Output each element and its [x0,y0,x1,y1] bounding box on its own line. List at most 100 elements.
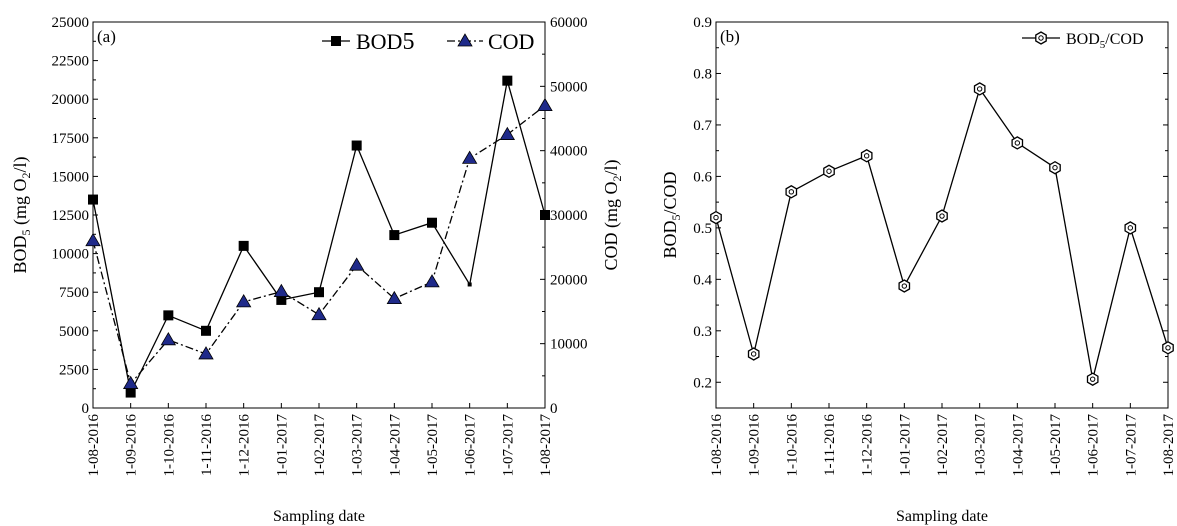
left-tick-label: 15000 [52,169,90,185]
series-1-marker [461,150,478,164]
right-tick-label: 20000 [550,272,588,288]
ylabel-end: /COD [660,171,680,214]
x-tick-label: 1-05-2017 [1048,414,1064,477]
legend-marker-bod [331,36,341,46]
series-0-marker [201,325,211,336]
x-tick-label: 1-04-2017 [1010,414,1026,477]
x-tick-label: 1-03-2017 [350,414,366,477]
left-tick-label: 20000 [52,92,90,108]
x-tick-label: 1-10-2016 [784,414,800,477]
series-0-marker [314,287,324,298]
ylabel-right-base: COD (mg O [601,182,622,271]
y-tick-label: 0.5 [693,221,712,237]
series-0-marker-center [1014,140,1021,146]
x-tick-label: 1-05-2017 [425,414,441,477]
left-tick-label: 12500 [52,208,90,224]
y-tick-label: 0.6 [693,169,712,185]
legend-label-bod: BOD5 [356,29,414,55]
series-0-marker [1086,372,1099,386]
series-0-marker [389,230,400,241]
series-1-marker [85,232,101,247]
panel-label: (b) [720,27,740,46]
x-tick-label: 1-06-2017 [463,414,479,477]
series-0-marker [1124,221,1137,235]
x-tick-label: 1-07-2017 [1123,414,1139,477]
x-tick-label: 1-08-2017 [1161,414,1177,477]
x-tick-label: 1-08-2016 [86,414,102,477]
series-line-0 [715,87,1169,380]
right-tick-label: 50000 [550,79,588,95]
panel-label: (a) [97,27,116,46]
x-tick-label: 1-12-2016 [237,414,253,477]
y-tick-label: 0.4 [693,272,712,288]
left-tick-label: 25000 [52,15,90,31]
series-0-marker [1049,160,1061,175]
series-1-marker [122,375,139,389]
x-tick-label: 1-11-2016 [199,414,215,476]
legend-label: BOD5/COD [1066,31,1144,51]
series-1-marker [273,283,290,297]
series-0-marker-center [788,189,795,195]
series-1-marker [311,306,327,321]
legend: BOD5 COD [322,29,534,55]
right-tick-label: 40000 [550,144,588,160]
x-tick-label: 1-01-2017 [897,414,913,477]
left-tick-label: 17500 [52,131,90,147]
series-0-marker-center [1127,225,1134,231]
series-0-marker [823,164,835,179]
series-0-marker [125,387,136,398]
series-1-marker [537,97,553,112]
series-0-marker [1011,136,1024,150]
x-tick-label: 1-06-2017 [1086,414,1102,477]
x-tick-label: 1-11-2016 [822,414,838,476]
left-tick-label: 5000 [59,324,89,340]
left-tick-label: 10000 [52,247,90,263]
series-0-marker-center [1052,164,1058,171]
series-1-marker [348,257,365,271]
panel-b-chart: 0.2 0.3 0.4 0.5 0.6 0.7 0.8 0.9 1-08-2016 1-09-20… [660,15,1177,525]
left-tick-label: 2500 [59,362,89,378]
y-tick-label: 0.3 [693,324,712,340]
ylabel-sub2: 2 [19,172,33,178]
y-axis-label: BOD5/COD [660,171,683,258]
legend-sub: 5 [1100,39,1106,51]
ylabel-base: BOD [10,235,30,273]
legend-marker [1035,31,1047,45]
series-0-marker [710,210,722,225]
series-0-marker [747,347,760,361]
series-0-marker [427,217,437,228]
series-0-marker-center [713,214,719,221]
right-tick-label: 60000 [550,15,588,31]
x-tick-label: 1-08-2017 [538,414,554,477]
series-0-marker [973,82,986,96]
legend-base: BOD [1066,31,1100,48]
series-0-marker-center [1165,345,1171,351]
legend-marker-center [1038,35,1044,41]
x-tick-label: 1-04-2017 [387,414,403,477]
x-axis-label: Sampling date [896,508,988,525]
series-0-marker [163,310,174,321]
y-tick-label: 0.7 [693,118,712,134]
series-1-marker [160,332,177,346]
series-0-marker [88,194,98,205]
series-0-marker [502,75,513,86]
right-tick-label: 0 [550,401,558,417]
series-1-marker [499,126,516,140]
ylabel-rest: (mg O [10,178,31,229]
legend-marker-cod [457,33,473,47]
series-0-marker [540,210,550,220]
y-tick-label: 0.9 [693,15,712,31]
x-tick-label: 1-02-2017 [312,414,328,477]
series-0-marker [276,294,287,305]
series-0-marker [785,185,798,199]
legend: BOD5/COD [1022,31,1144,51]
series-0-marker-center [1089,376,1096,382]
x-tick-label: 1-09-2016 [124,414,140,477]
x-tick-label: 1-01-2017 [274,414,290,477]
y-tick-label: 0.8 [693,66,712,82]
ylabel-sub: 5 [669,215,683,221]
plot-frame [92,21,546,409]
series-0-marker [238,240,249,251]
series-0-marker-center [939,213,945,219]
x-tick-label: 1-12-2016 [860,414,876,477]
